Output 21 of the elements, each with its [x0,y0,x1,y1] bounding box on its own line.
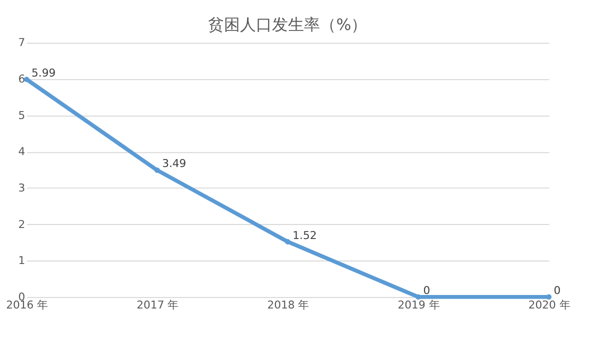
chart-title: 贫困人口发生率（%） [208,14,368,34]
x-tick-label: 2020 年 [528,298,570,312]
x-tick-label: 2018 年 [267,298,310,312]
y-tick-label: 5 [18,108,26,122]
data-label: 0 [554,284,561,297]
y-tick-label: 7 [18,36,26,50]
y-tick-label: 6 [18,72,26,86]
x-tick-label: 2017 年 [136,298,179,312]
point [154,168,160,173]
data-label: 0 [423,284,430,297]
y-tick-label: 2 [18,218,26,231]
data-label: 3.49 [162,157,186,170]
point [416,294,421,300]
x-tick-label: 2019 年 [398,298,440,312]
y-tick-label: 1 [18,254,26,268]
data-label: 5.99 [32,66,56,80]
y-tick-label: 3 [18,181,26,194]
point [285,239,290,244]
y-tick-label: 4 [18,145,26,158]
data-label: 1.52 [292,228,317,242]
point [546,294,552,300]
